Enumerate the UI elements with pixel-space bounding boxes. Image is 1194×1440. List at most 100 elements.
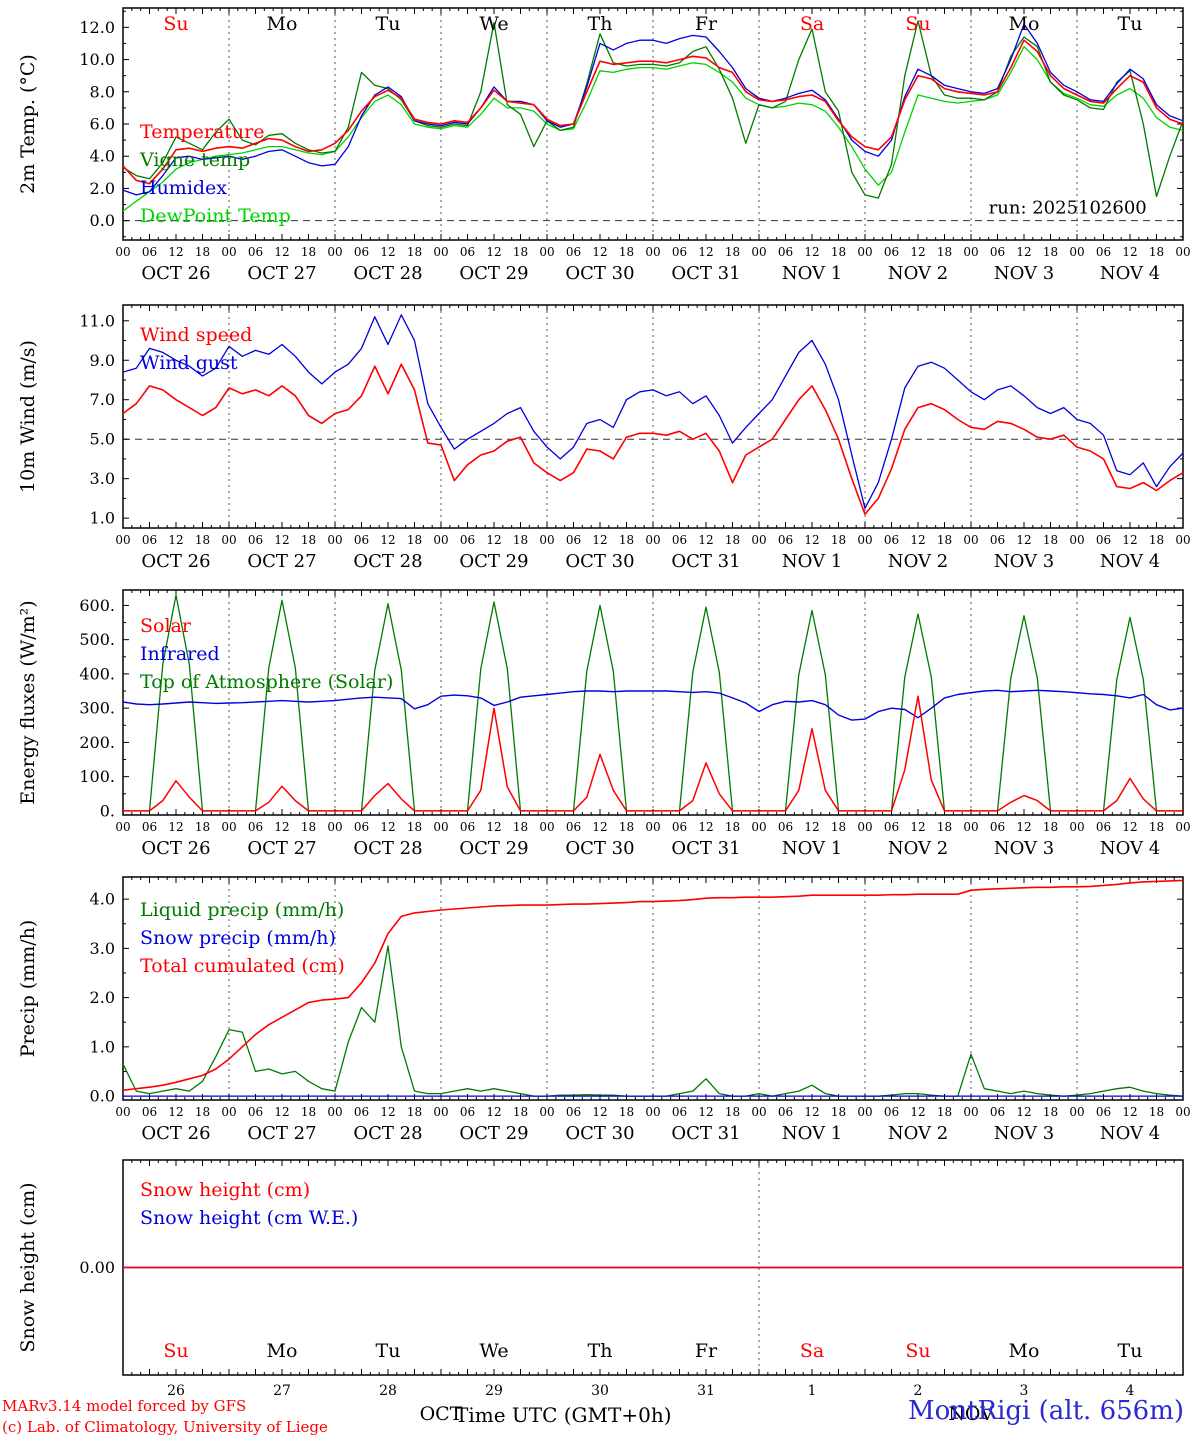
hour-tick-label: 06	[884, 245, 899, 259]
hour-tick-label: 12	[804, 820, 819, 834]
hour-tick-label: 06	[990, 245, 1005, 259]
hour-tick-label: 18	[407, 1105, 422, 1119]
hour-tick-label: 12	[168, 1105, 183, 1119]
hour-tick-label: 12	[910, 245, 925, 259]
date-label: OCT 28	[353, 551, 422, 572]
day-number: 31	[697, 1383, 715, 1399]
weekday-label: We	[479, 13, 508, 35]
hour-tick-label: 18	[1043, 1105, 1058, 1119]
date-label: NOV 3	[994, 1123, 1054, 1144]
hour-tick-label: 06	[142, 245, 157, 259]
hour-tick-label: 06	[1096, 1105, 1111, 1119]
hour-tick-label: 06	[566, 533, 581, 547]
day-number: 1	[808, 1383, 817, 1399]
date-label: NOV 4	[1100, 551, 1160, 572]
hour-tick-label: 18	[195, 245, 210, 259]
weekday-label: Su	[163, 13, 188, 35]
hour-tick-label: 00	[1069, 1105, 1084, 1119]
hour-tick-label: 06	[566, 1105, 581, 1119]
series-humidex	[122, 23, 1184, 196]
hour-tick-label: 18	[513, 1105, 528, 1119]
y-tick-label: 2.0	[90, 179, 115, 198]
hour-tick-label: 12	[486, 1105, 501, 1119]
hour-tick-label: 06	[248, 245, 263, 259]
hour-tick-label: 18	[831, 820, 846, 834]
date-label: OCT 28	[353, 1123, 422, 1144]
legend-wind-speed: Wind speed	[140, 324, 252, 346]
hour-tick-label: 00	[963, 533, 978, 547]
hour-tick-label: 18	[725, 1105, 740, 1119]
hour-tick-label: 06	[884, 1105, 899, 1119]
hour-tick-label: 06	[142, 1105, 157, 1119]
hour-tick-label: 00	[751, 820, 766, 834]
y-axis-label: 10m Wind (m/s)	[17, 340, 39, 493]
legend-total-cumulated-cm-: Total cumulated (cm)	[140, 955, 345, 977]
weekday-label: Tu	[376, 1340, 401, 1362]
hour-tick-label: 00	[539, 820, 554, 834]
day-number: 27	[273, 1383, 291, 1399]
hour-tick-label: 12	[380, 820, 395, 834]
hour-tick-label: 18	[937, 820, 952, 834]
hour-tick-label: 18	[301, 533, 316, 547]
date-label: OCT 27	[247, 263, 316, 284]
hour-tick-label: 12	[592, 1105, 607, 1119]
hour-tick-label: 06	[1096, 533, 1111, 547]
series-temperature	[122, 39, 1184, 185]
energy-panel: 600. 500. 400. 300. 200. 100. 0. Solar Infrared T…	[17, 589, 1191, 859]
hour-tick-label: 12	[274, 1105, 289, 1119]
hour-tick-label: 18	[1043, 245, 1058, 259]
hour-tick-label: 18	[1149, 820, 1164, 834]
hour-tick-label: 18	[513, 245, 528, 259]
hour-tick-label: 06	[142, 820, 157, 834]
hour-tick-label: 06	[884, 820, 899, 834]
hour-tick-label: 12	[698, 1105, 713, 1119]
date-label: OCT 30	[565, 551, 634, 572]
hour-tick-label: 00	[857, 820, 872, 834]
legend-liquid-precip-mm-h-: Liquid precip (mm/h)	[140, 899, 344, 921]
hour-tick-label: 18	[937, 533, 952, 547]
weekday-label: Mo	[267, 1340, 298, 1362]
hour-tick-label: 18	[619, 820, 634, 834]
y-tick-label: 2.0	[90, 988, 115, 1007]
hour-tick-label: 12	[1122, 820, 1137, 834]
hour-tick-label: 00	[221, 1105, 236, 1119]
hour-tick-label: 00	[115, 1105, 130, 1119]
hour-tick-label: 18	[301, 820, 316, 834]
wind-panel: 11.0 9.0 7.0 5.0 3.0 1.0 Wind speed Wind gust 00…	[17, 304, 1191, 572]
y-tick-label: 3.0	[90, 469, 115, 488]
hour-tick-label: 18	[937, 245, 952, 259]
hour-tick-label: 06	[566, 820, 581, 834]
hour-tick-label: 12	[804, 533, 819, 547]
y-tick-label: 100.	[79, 767, 115, 786]
hour-tick-label: 06	[778, 820, 793, 834]
date-label: OCT 28	[353, 838, 422, 859]
date-label: OCT 26	[141, 551, 210, 572]
y-tick-label: 4.0	[90, 890, 115, 909]
hour-tick-label: 12	[380, 245, 395, 259]
hour-tick-label: 12	[380, 1105, 395, 1119]
y-axis-label: Snow height (cm)	[17, 1182, 39, 1352]
y-tick-label: 200.	[79, 733, 115, 752]
hour-tick-label: 06	[1096, 245, 1111, 259]
hour-tick-label: 06	[990, 533, 1005, 547]
hour-tick-label: 18	[195, 533, 210, 547]
weekday-label: Th	[588, 13, 613, 35]
weekday-label: Mo	[1009, 1340, 1040, 1362]
hour-tick-label: 12	[592, 245, 607, 259]
date-label: OCT 29	[459, 551, 528, 572]
hour-tick-label: 18	[1149, 533, 1164, 547]
hour-tick-label: 00	[327, 533, 342, 547]
date-label: OCT 26	[141, 1123, 210, 1144]
hour-tick-label: 06	[778, 1105, 793, 1119]
hour-tick-label: 12	[1122, 1105, 1137, 1119]
date-label: OCT 31	[671, 1123, 740, 1144]
hour-tick-label: 12	[168, 533, 183, 547]
hour-tick-label: 12	[486, 245, 501, 259]
hour-tick-label: 00	[645, 245, 660, 259]
hour-tick-label: 12	[168, 820, 183, 834]
hour-tick-label: 06	[778, 245, 793, 259]
day-number: 4	[1126, 1383, 1135, 1399]
hour-tick-label: 00	[221, 820, 236, 834]
x-axis-title: Time UTC (GMT+0h)	[455, 1403, 672, 1427]
